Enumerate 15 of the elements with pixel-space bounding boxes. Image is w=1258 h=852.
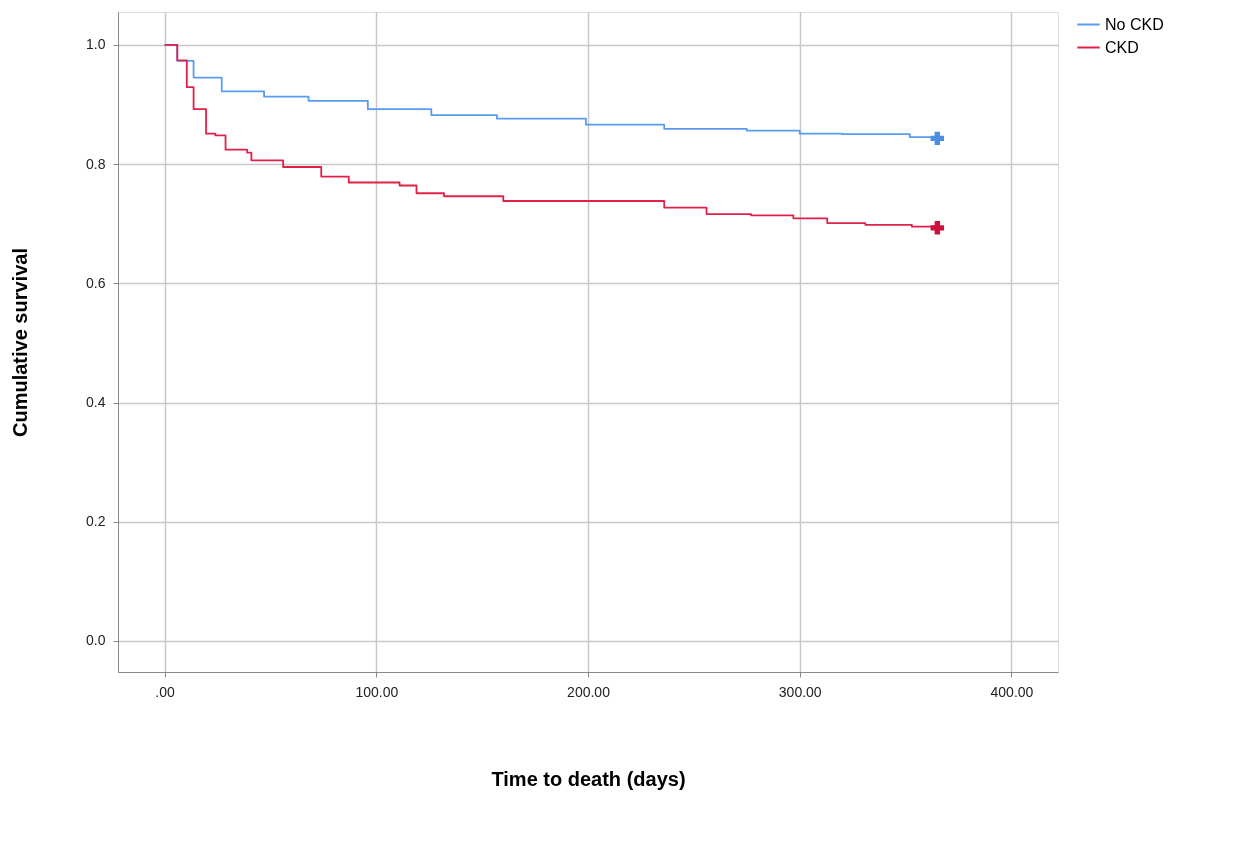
y-axis-title: Cumulative survival	[9, 248, 32, 437]
x-tick-label: 300.00	[778, 683, 822, 700]
x-tick-label: 100.00	[355, 683, 399, 700]
y-tick-label: 1.0	[86, 36, 106, 53]
y-tick-label: 0.4	[86, 394, 106, 411]
x-tick-label: 400.00	[990, 683, 1034, 700]
y-tick-label: 0.2	[86, 513, 106, 530]
legend-label: CKD	[1105, 38, 1139, 56]
x-axis-title: Time to death (days)	[491, 767, 686, 790]
y-tick-label: 0.6	[86, 274, 106, 291]
x-tick-label: .00	[155, 683, 176, 700]
legend-label: No CKD	[1105, 15, 1164, 33]
y-tick-label: 0.0	[86, 632, 106, 649]
y-tick-label: 0.8	[86, 155, 106, 172]
x-tick-label: 200.00	[567, 683, 611, 700]
